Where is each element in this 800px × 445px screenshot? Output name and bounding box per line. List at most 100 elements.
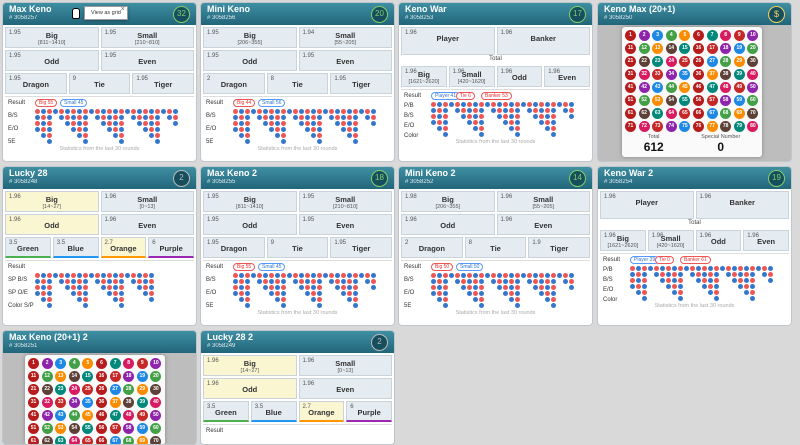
result-dot [143, 273, 148, 278]
result-dot [137, 121, 142, 126]
bet-button-tie[interactable]: 8 Tie [464, 237, 527, 258]
bet-button-tiger[interactable]: 1.95 Tiger [132, 73, 195, 94]
game-card-max-keno-20-1-2[interactable]: Max Keno (20+1) 2 # 3058251 1 2 3 4 5 6 7 8 9 10 11 1… [2, 330, 197, 445]
bet-button-player[interactable]: 1.96 Player [600, 191, 694, 219]
result-dot [539, 279, 544, 284]
game-card-mini-keno-2[interactable]: Mini Keno 2 # 3058252 14 1.98 Big [206~355] 1.… [398, 166, 593, 326]
result-dot [551, 291, 556, 296]
bet-button-purple[interactable]: 6 Purple [148, 237, 194, 258]
bet-button-even[interactable]: 1.96 Even [743, 230, 789, 251]
card-header: Lucky 28 # 3058248 2 [3, 167, 196, 189]
tooltip-close-icon[interactable]: × [120, 6, 125, 13]
bet-button-big[interactable]: 1.98 Big [206~355] [401, 191, 495, 212]
bet-button-tie[interactable]: 9 Tie [266, 237, 329, 258]
result-dot [233, 127, 238, 132]
bet-button-small[interactable]: 1.96 Small [0~13] [100, 191, 194, 212]
bet-button-green[interactable]: 3.5 Green [203, 401, 249, 422]
bet-button-odd[interactable]: 1.96 Odd [401, 214, 495, 235]
bet-button-dragon[interactable]: 1.95 Dragon [203, 237, 265, 258]
bet-button-blue[interactable]: 3.5 Blue [250, 401, 297, 422]
bet-button-banker[interactable]: 1.96 Banker [496, 27, 590, 55]
bet-button-small[interactable]: 1.96 Small [0~13] [298, 355, 392, 376]
result-dot [101, 121, 106, 126]
number-ball: 70 [150, 436, 162, 444]
bet-button-odd[interactable]: 1.95 Odd [5, 50, 99, 71]
bet-button-even[interactable]: 1.95 Even [298, 214, 392, 235]
bet-button-small[interactable]: 1.95 Small [210~810] [100, 27, 194, 48]
game-card-lucky-28-2[interactable]: Lucky 28 2 # 3058249 2 1.96 Big [14~27] 1.96 Sm… [200, 330, 395, 445]
bet-button-even[interactable]: 1.95 Even [100, 50, 194, 71]
bet-button-even[interactable]: 1.96 Even [544, 66, 590, 87]
bet-button-big[interactable]: 1.95 Big [811~1410] [203, 191, 297, 212]
result-dot [353, 273, 358, 278]
bet-button-big[interactable]: 1.95 Big [811~1410] [5, 27, 99, 48]
result-dot [245, 133, 250, 138]
number-ball: 32 [41, 397, 53, 408]
bet-button-dragon[interactable]: 1.95 Dragon [5, 73, 67, 94]
bet-button-odd[interactable]: 1.95 Odd [203, 214, 297, 235]
bet-button-odd[interactable]: 1.96 Odd [5, 214, 99, 235]
game-card-max-keno-2[interactable]: Max Keno 2 # 3058255 18 1.95 Big [811~1410] 1.… [200, 166, 395, 326]
result-dot [768, 278, 773, 283]
bet-button-even[interactable]: 1.96 Even [298, 378, 392, 399]
game-card-mini-keno[interactable]: Mini Keno # 3058256 20 1.95 Big [206~355] 1.94… [200, 2, 395, 162]
bet-button-small[interactable]: 1.96 Small [55~205] [496, 191, 590, 212]
number-ball: 2 [41, 358, 53, 369]
bet-button-orange[interactable]: 2.7 Orange [100, 237, 147, 258]
bet-button-odd[interactable]: 1.95 Odd [203, 50, 297, 71]
bet-button-even[interactable]: 1.95 Even [298, 50, 392, 71]
number-ball: 31 [28, 397, 39, 408]
result-dot [311, 133, 316, 138]
result-dot [479, 285, 484, 290]
bet-button-odd[interactable]: 1.96 Odd [695, 230, 742, 251]
bet-button-banker[interactable]: 1.96 Banker [695, 191, 789, 219]
game-card-max-keno[interactable]: Max Keno # 3058257 32 1.95 Big [811~1410] 1.95… [2, 2, 197, 162]
result-dot [678, 266, 683, 271]
bet-button-small[interactable]: 1.96 Small [420~1620] [647, 230, 694, 251]
bet-button-even[interactable]: 1.96 Even [100, 214, 194, 235]
bet-button-dragon[interactable]: 2 Dragon [401, 237, 463, 258]
bet-button-odd[interactable]: 1.96 Odd [496, 66, 543, 87]
bet-button-even[interactable]: 1.96 Even [496, 214, 590, 235]
odds-label: 1.94 [302, 30, 315, 36]
bet-button-tie[interactable]: 8 Tie [266, 73, 329, 94]
bet-button-big[interactable]: 1.95 Big [206~355] [203, 27, 297, 48]
bet-button-big[interactable]: 1.96 Big [1621~2620] [600, 230, 646, 251]
bet-button-tiger[interactable]: 1.95 Tiger [330, 73, 393, 94]
odds-label: 6 [350, 404, 354, 410]
result-dot [678, 278, 683, 283]
result-dot [143, 285, 148, 290]
game-card-keno-max-20-1-[interactable]: Keno Max (20+1) # 3058250 $1 2 3 4 5 6 7 8 9 10 11 12… [597, 2, 792, 162]
bet-button-tiger[interactable]: 1.9 Tiger [528, 237, 591, 258]
result-dot [353, 279, 358, 284]
bet-button-small[interactable]: 1.95 Small [210~810] [298, 191, 392, 212]
bet-row-r2: 1.95 Odd 1.95 Even [3, 50, 196, 71]
game-card-keno-war[interactable]: Keno War # 3058253 17 1.96 Player 1.96 Banker T… [398, 2, 593, 162]
bet-button-green[interactable]: 3.5 Green [5, 237, 51, 258]
result-dot [479, 279, 484, 284]
bet-button-big[interactable]: 1.96 Big [14~27] [5, 191, 99, 212]
result-dot [539, 102, 544, 107]
bet-button-purple[interactable]: 6 Purple [346, 401, 392, 422]
bet-button-player[interactable]: 1.96 Player [401, 27, 495, 55]
bet-name: Tie [490, 244, 501, 253]
result-dot [143, 291, 148, 296]
bet-button-big[interactable]: 1.96 Big [14~27] [203, 355, 297, 376]
result-dot [119, 291, 124, 296]
result-dot [77, 109, 82, 114]
bet-button-small[interactable]: 1.96 Small [420~1620] [448, 66, 495, 87]
bet-button-tie[interactable]: 9 Tie [68, 73, 131, 94]
result-dot [678, 284, 683, 289]
game-card-lucky-28[interactable]: Lucky 28 # 3058248 2 1.96 Big [14~27] 1.96 Smal… [2, 166, 197, 326]
bet-button-orange[interactable]: 2.7 Orange [298, 401, 345, 422]
odds-label: 1.95 [334, 240, 347, 246]
odds-label: 1.96 [500, 69, 513, 75]
bet-button-big[interactable]: 1.96 Big [1621~2620] [401, 66, 447, 87]
bet-button-tiger[interactable]: 1.95 Tiger [330, 237, 393, 258]
bet-button-blue[interactable]: 3.5 Blue [52, 237, 99, 258]
odds-label: 1.96 [104, 217, 117, 223]
game-card-keno-war-2[interactable]: Keno War 2 # 3058254 19 1.96 Player 1.96 Banke… [597, 166, 792, 326]
bet-button-odd[interactable]: 1.96 Odd [203, 378, 297, 399]
bet-button-small[interactable]: 1.94 Small [55~205] [298, 27, 392, 48]
bet-button-dragon[interactable]: 2 Dragon [203, 73, 265, 94]
